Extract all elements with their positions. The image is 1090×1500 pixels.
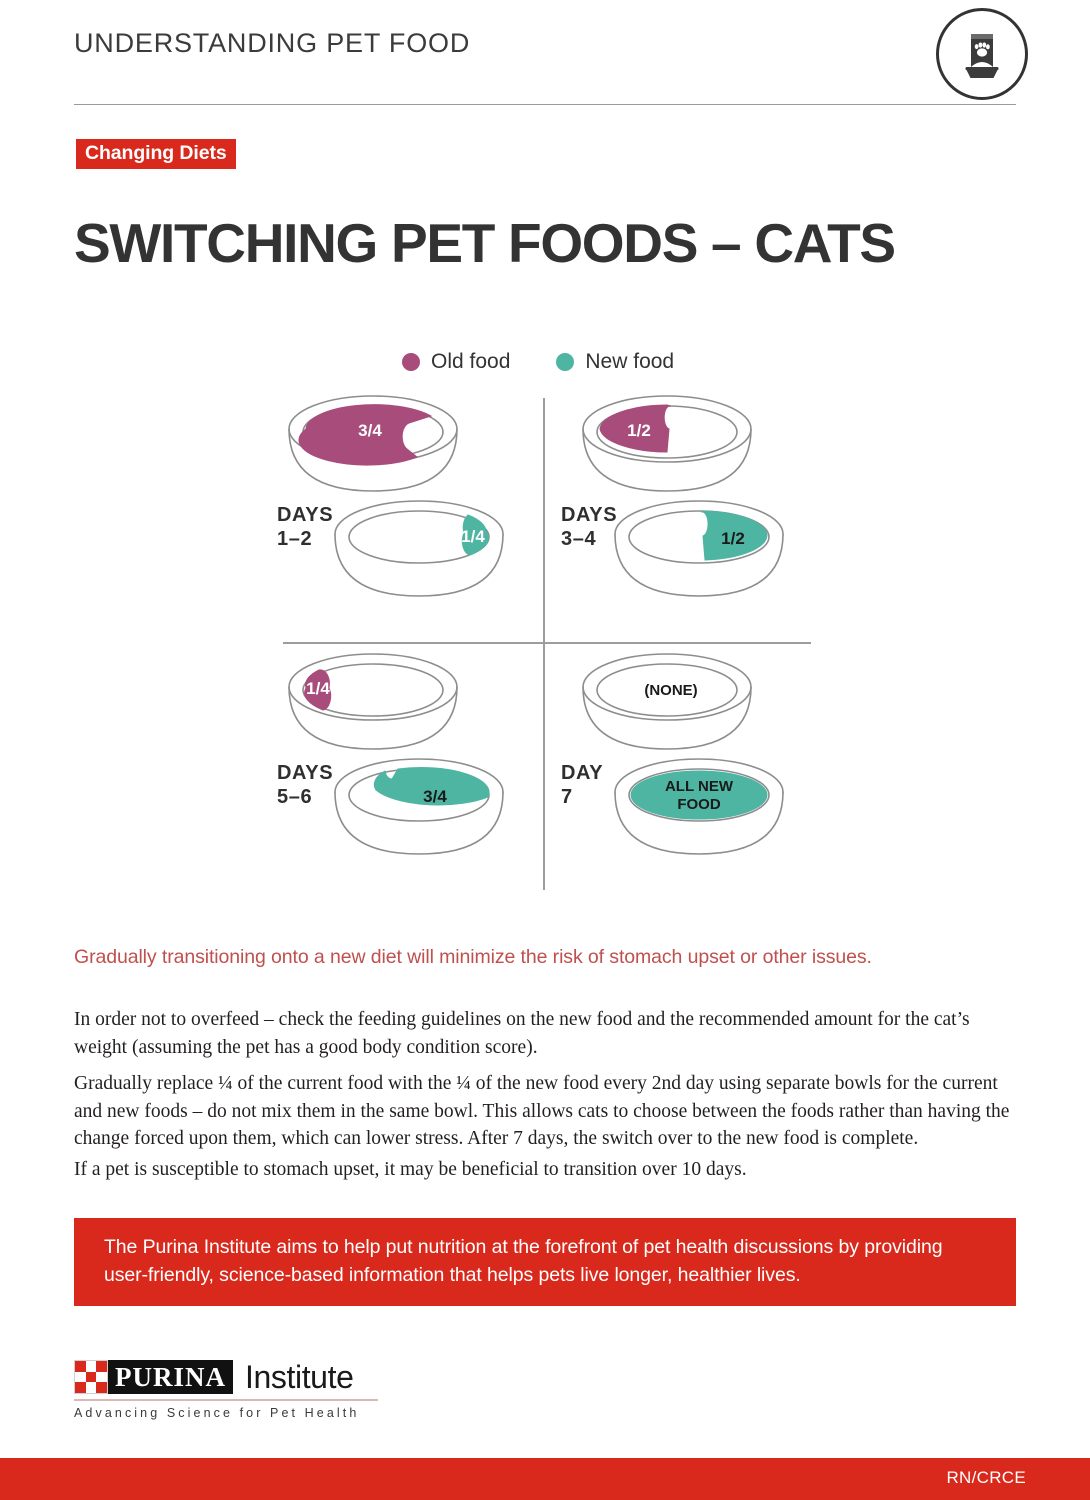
old-food-fill-days-3-4 [599, 404, 672, 453]
legend-item-old-food: Old food [402, 350, 510, 374]
new-food-amount-day-7-line1: ALL NEW [665, 778, 734, 795]
category-badge: Changing Diets [76, 139, 236, 170]
mission-callout: The Purina Institute aims to help put nu… [74, 1218, 1016, 1306]
body-paragraph-2: Gradually replace ¼ of the current food … [74, 1073, 1010, 1150]
body-paragraph-1: In order not to overfeed – check the fee… [74, 1009, 970, 1058]
footer-bar [0, 1458, 1090, 1500]
stage-bowls-days-1-2: 3/4 1/4 [288, 395, 504, 597]
purina-institute-logo: PURINA Institute Advancing Science for P… [74, 1360, 378, 1420]
legend-label-new-food: New food [585, 350, 675, 373]
old-food-fraction-days-5-6: 1/4 [306, 679, 330, 698]
header-divider [74, 104, 1016, 105]
institute-wordmark: Institute [245, 1359, 354, 1395]
diagram-divider-vertical [543, 398, 545, 890]
new-food-fill-days-3-4 [700, 510, 768, 561]
footer-code: RN/CRCE [946, 1468, 1026, 1487]
highlight-text: Gradually transitioning onto a new diet … [74, 946, 872, 968]
stage-days-5-6: DAYS 5–6 1/4 3/4 [263, 652, 543, 902]
stage-day-7: DAY 7 (NONE) ALL NEW FOOD [543, 652, 823, 902]
stage-label-days-5-6: DAYS 5–6 [277, 762, 334, 808]
stage-days-3-4: DAYS 3–4 1/2 1/2 [543, 394, 823, 644]
old-food-amount-day-7: (NONE) [644, 682, 697, 699]
mission-callout-text: The Purina Institute aims to help put nu… [104, 1236, 943, 1286]
legend-dot-old-food-icon [402, 353, 420, 371]
transition-diagram: DAYS 1–2 3/4 1/4 [0, 386, 1090, 906]
stage-label-days-1-2: DAYS 1–2 [277, 504, 334, 550]
new-food-fraction-days-5-6: 3/4 [423, 787, 447, 806]
old-food-fill-days-1-2 [298, 404, 433, 466]
purina-logo-rule [74, 1399, 378, 1401]
body-paragraph-3: If a pet is susceptible to stomach upset… [74, 1159, 747, 1180]
pet-food-bag-bowl-icon [936, 8, 1028, 100]
new-food-fill-day-7 [630, 770, 768, 820]
new-food-amount-day-7-line2: FOOD [677, 796, 720, 813]
stage-label-day-7: DAY 7 [561, 762, 604, 808]
stage-bowls-days-5-6: 1/4 3/4 [288, 653, 504, 855]
new-food-fraction-days-3-4: 1/2 [721, 529, 745, 548]
page-kicker: UNDERSTANDING PET FOOD [74, 28, 471, 58]
old-food-fraction-days-1-2: 3/4 [358, 421, 382, 440]
old-food-fraction-days-3-4: 1/2 [627, 421, 651, 440]
purina-tagline: Advancing Science for Pet Health [74, 1406, 360, 1420]
diagram-divider-horizontal [283, 642, 811, 644]
new-food-fill-days-5-6 [373, 767, 490, 806]
old-food-fill-days-5-6 [304, 669, 332, 711]
new-food-fraction-days-1-2: 1/4 [461, 527, 485, 546]
stage-label-days-3-4: DAYS 3–4 [561, 504, 618, 550]
page-title: SWITCHING PET FOODS – CATS [74, 212, 896, 274]
legend-item-new-food: New food [556, 350, 674, 374]
stage-bowls-days-3-4: 1/2 1/2 [582, 395, 784, 597]
stage-days-1-2: DAYS 1–2 3/4 1/4 [263, 394, 543, 644]
purina-wordmark: PURINA [108, 1360, 233, 1394]
legend-label-old-food: Old food [431, 350, 511, 373]
purina-logo-row: PURINA Institute [74, 1360, 378, 1394]
legend-dot-new-food-icon [556, 353, 575, 371]
purina-checkerboard-icon [74, 1360, 108, 1394]
pet-food-bag-bowl-glyph [965, 34, 999, 78]
stage-bowls-day-7: (NONE) ALL NEW FOOD [582, 653, 784, 855]
new-food-fill-days-1-2 [461, 514, 490, 556]
legend: Old food New food [402, 350, 674, 374]
